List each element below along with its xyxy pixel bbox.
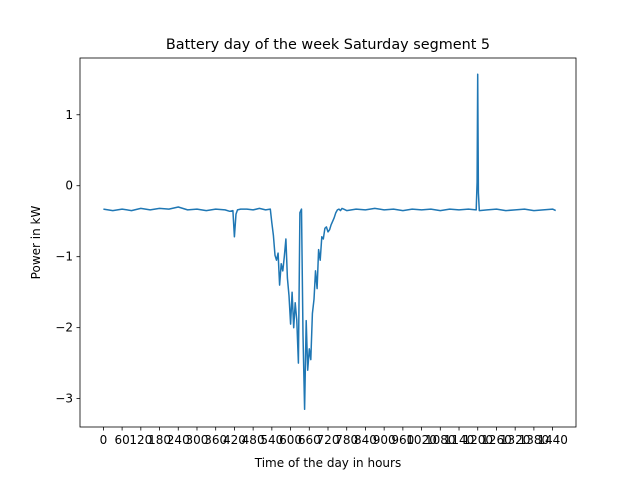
x-tick-label: 240 — [167, 433, 190, 447]
plot-area — [80, 58, 576, 427]
x-tick-label: 840 — [354, 433, 377, 447]
series-line — [103, 73, 557, 411]
x-tick-label: 420 — [223, 433, 246, 447]
y-axis-ticks: −3 −2 −1 0 1 — [55, 108, 80, 406]
y-tick-label: −1 — [55, 250, 73, 264]
x-tick-label: 600 — [279, 433, 302, 447]
x-tick-label: 540 — [260, 433, 283, 447]
x-tick-label: 0 — [100, 433, 108, 447]
x-tick-label: 120 — [129, 433, 152, 447]
x-tick-label: 1440 — [537, 433, 568, 447]
series-layer — [103, 73, 557, 411]
x-tick-label: 960 — [391, 433, 414, 447]
y-tick-label: 1 — [65, 108, 73, 122]
x-tick-label: 1140 — [444, 433, 475, 447]
x-tick-label: 60 — [114, 433, 129, 447]
chart-title: Battery day of the week Saturday segment… — [166, 37, 490, 53]
x-tick-label: 180 — [148, 433, 171, 447]
x-tick-label: 660 — [298, 433, 321, 447]
x-axis-ticks: 0 60 1201802403003604204805406006607207808… — [100, 427, 568, 447]
plot-frame — [79, 57, 577, 428]
x-tick-label: 780 — [335, 433, 358, 447]
x-tick-label: 1380 — [519, 433, 550, 447]
x-tick-label: 720 — [317, 433, 340, 447]
x-tick-label: 1200 — [462, 433, 493, 447]
x-tick-label: 1260 — [481, 433, 512, 447]
x-tick-label: 300 — [186, 433, 209, 447]
y-tick-label: 0 — [65, 179, 73, 193]
x-tick-label: 480 — [242, 433, 265, 447]
x-tick-label: 1320 — [500, 433, 531, 447]
y-axis-label: Power in kW — [29, 206, 43, 280]
x-axis-label: Time of the day in hours — [254, 456, 401, 470]
x-tick-label: 900 — [373, 433, 396, 447]
x-tick-label: 1020 — [406, 433, 437, 447]
x-tick-label: 360 — [204, 433, 227, 447]
y-tick-label: −2 — [55, 321, 73, 335]
y-tick-label: −3 — [55, 392, 73, 406]
x-tick-label: 1080 — [425, 433, 456, 447]
